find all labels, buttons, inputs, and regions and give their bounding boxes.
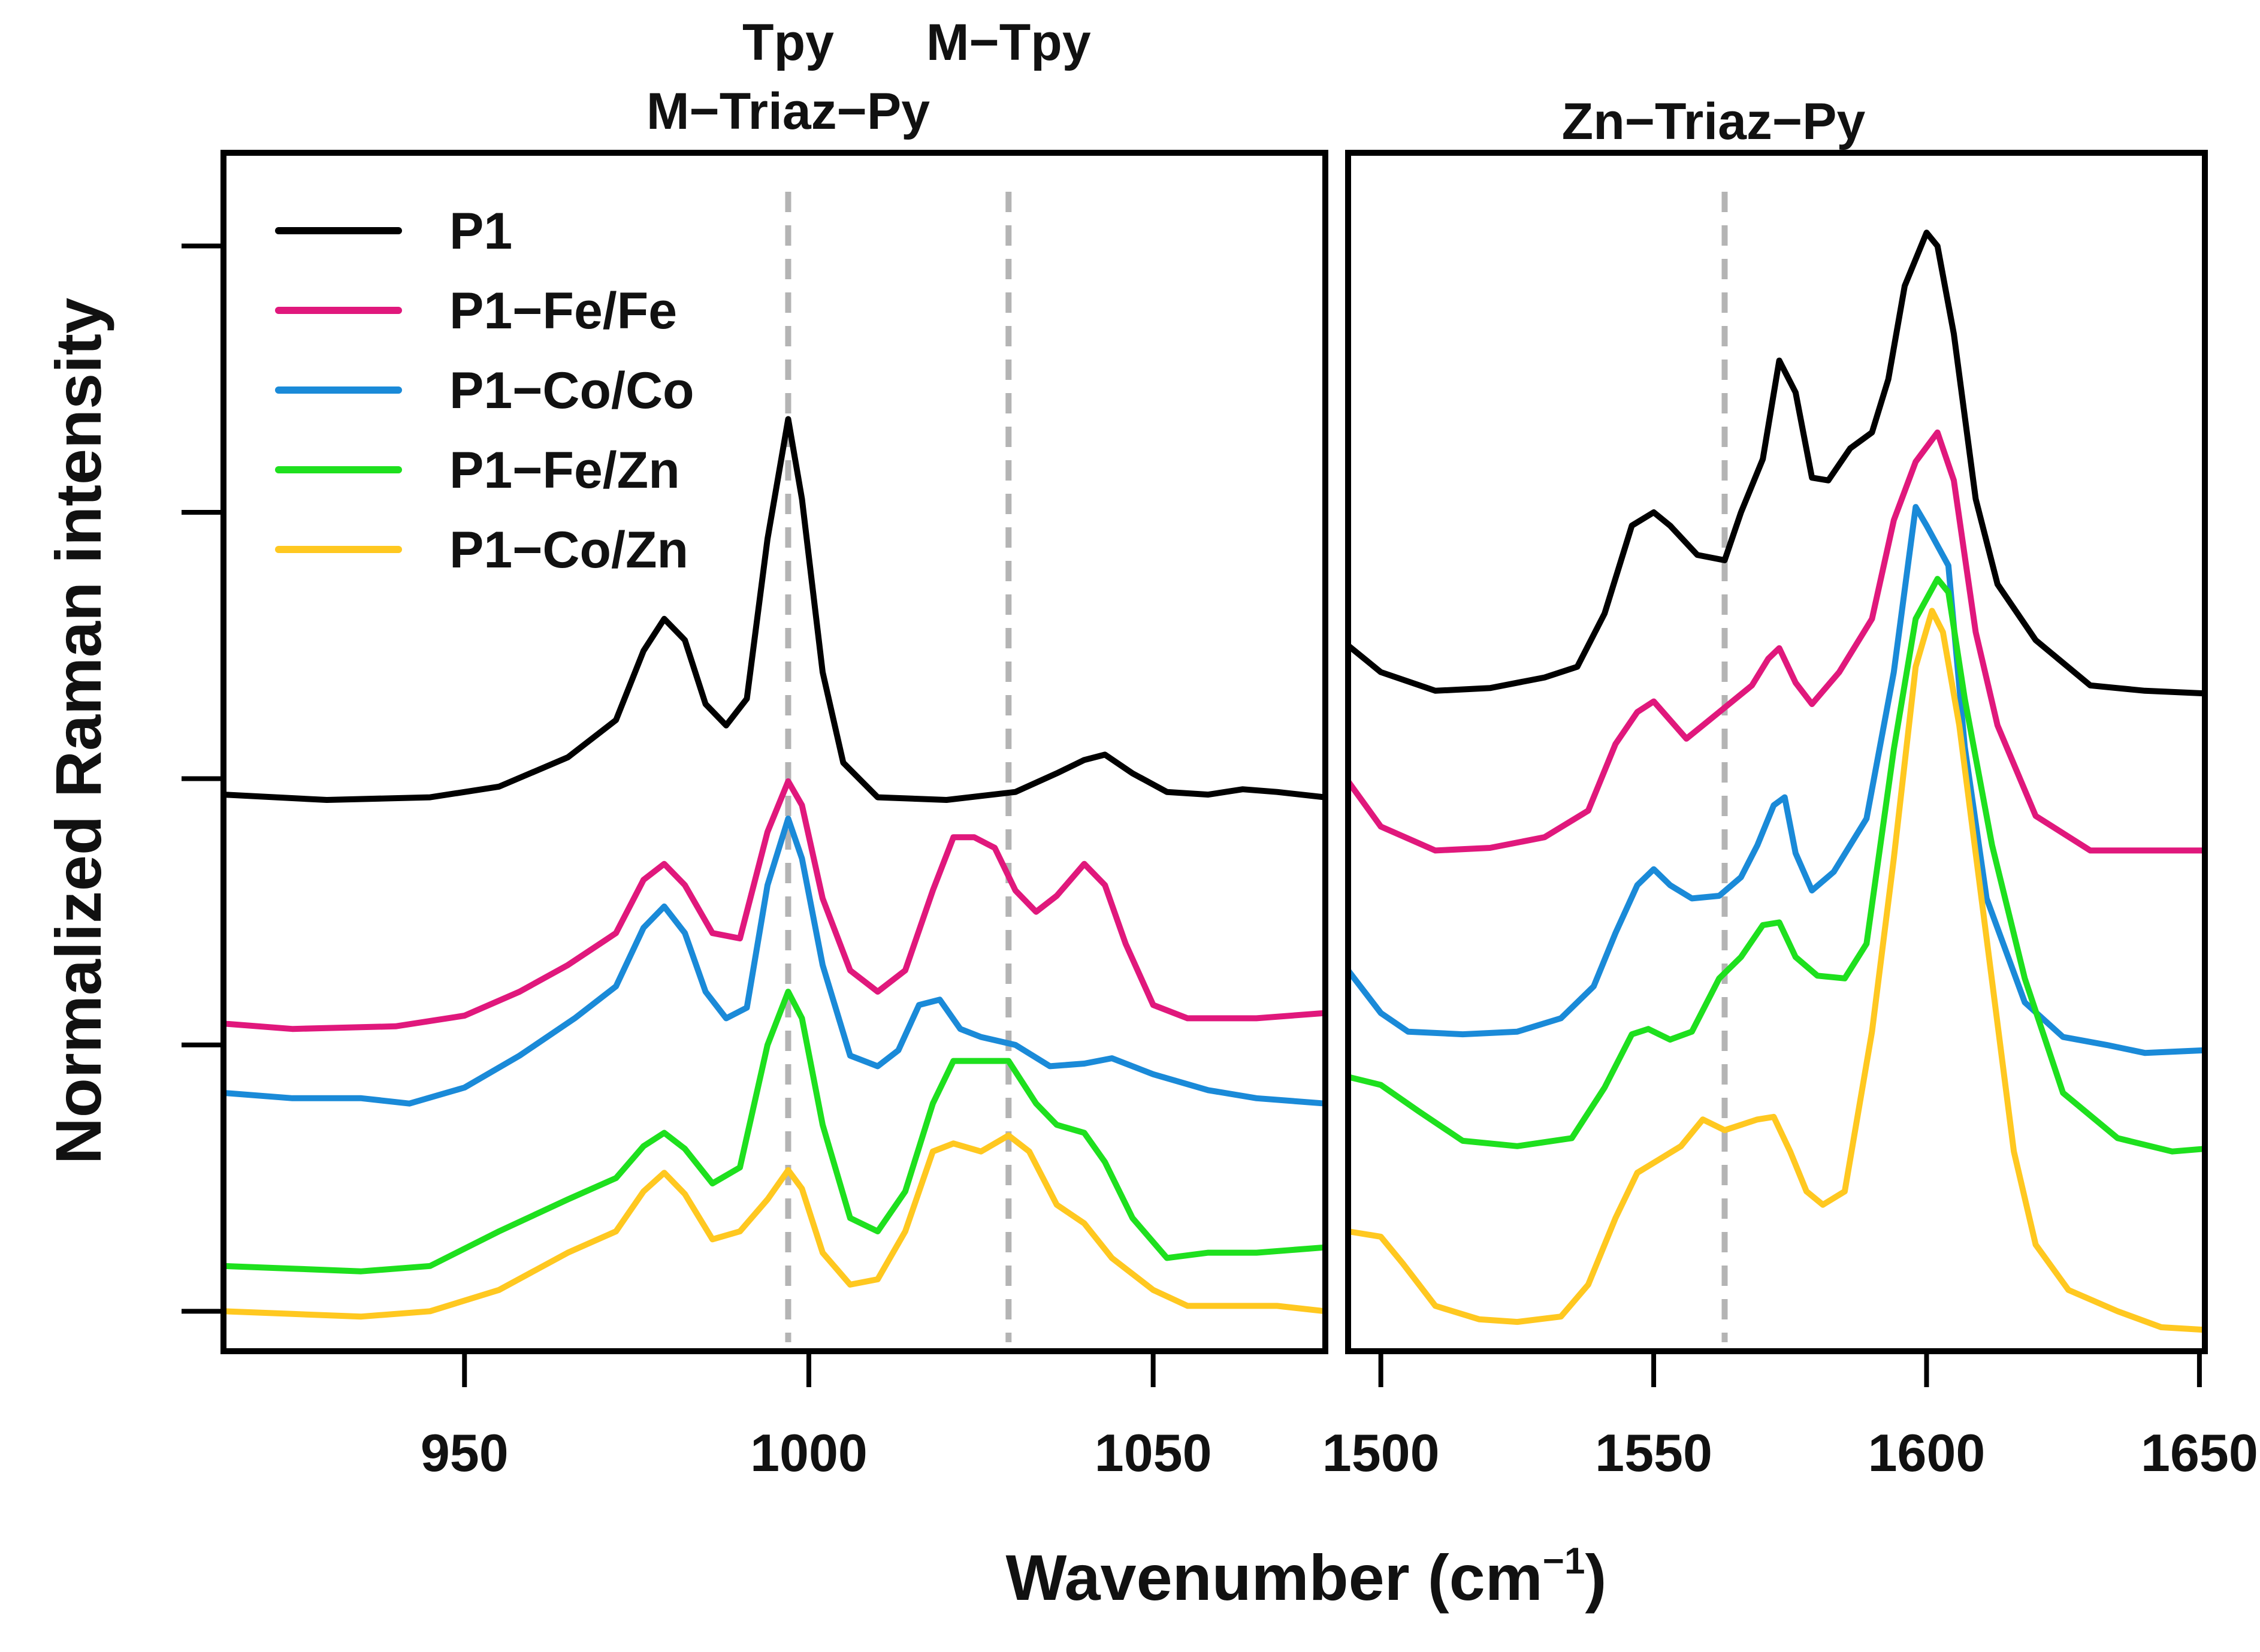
x-axis-title: Wavenumber (cm−1)	[1006, 1541, 1607, 1614]
x-tick-label-1000: 1000	[750, 1423, 868, 1482]
left-panel-reference-lines	[785, 192, 1012, 1342]
left-panel-series	[220, 416, 1328, 1320]
x-axis-title-main: Wavenumber (cm	[1006, 1541, 1543, 1614]
x-tick-label-1650: 1650	[2141, 1423, 2258, 1482]
legend-label-p1: P1	[449, 203, 512, 260]
right-panel-x-ticks: 1500 1550 1600 1650	[1322, 1351, 2258, 1482]
y-axis-ticks	[182, 243, 223, 1314]
left-panel-x-ticks: 950 1000 1050	[421, 1351, 1212, 1482]
series-line-p1-left	[220, 416, 1328, 803]
legend-label-p1-fe-zn: P1−Fe/Zn	[449, 442, 680, 499]
annotation-label-left-1-0: M−Tpy	[926, 14, 1091, 71]
series-line-p1-fe-fe-right	[1345, 429, 2208, 854]
legend-label-p1-co-co: P1−Co/Co	[449, 362, 694, 419]
series-line-p1-co-zn-left	[220, 1132, 1328, 1320]
x-tick-label-1050: 1050	[1095, 1423, 1212, 1482]
series-line-p1-fe-zn-right	[1345, 576, 2208, 1155]
peak-annotations: Tpy M−Triaz−Py M−Tpy	[646, 14, 1091, 140]
right-panel-frame	[1345, 150, 2208, 1354]
right-panel-series	[1345, 229, 2208, 1333]
x-tick-label-950: 950	[421, 1423, 509, 1482]
legend: P1 P1−Fe/Fe P1−Co/Co P1−Fe/Zn P1−Co/Zn	[275, 203, 694, 579]
x-axis-title-superscript: −1	[1543, 1541, 1585, 1582]
left-panel-frame	[220, 150, 1328, 1354]
right-panel-title: Zn−Triaz−Py	[1562, 93, 1866, 150]
y-axis-title: Normalized Raman intensity	[42, 298, 114, 1164]
x-tick-label-1600: 1600	[1868, 1423, 1986, 1482]
series-line-p1-co-co-right	[1345, 504, 2208, 1056]
annotation-label-left-0-1: M−Triaz−Py	[646, 83, 930, 140]
series-line-p1-fe-zn-left	[220, 989, 1328, 1275]
legend-label-p1-fe-fe: P1−Fe/Fe	[449, 282, 677, 340]
series-line-p1-co-zn-right	[1345, 608, 2208, 1333]
x-axis-title-close: )	[1585, 1541, 1606, 1614]
legend-label-p1-co-zn: P1−Co/Zn	[449, 521, 688, 579]
series-line-p1-fe-fe-left	[220, 778, 1328, 1032]
series-line-p1-co-co-left	[220, 816, 1328, 1107]
x-tick-label-1550: 1550	[1595, 1423, 1712, 1482]
annotation-label-left-0-0: Tpy	[742, 14, 834, 71]
series-line-p1-right	[1345, 229, 2208, 697]
x-tick-label-1500: 1500	[1322, 1423, 1440, 1482]
